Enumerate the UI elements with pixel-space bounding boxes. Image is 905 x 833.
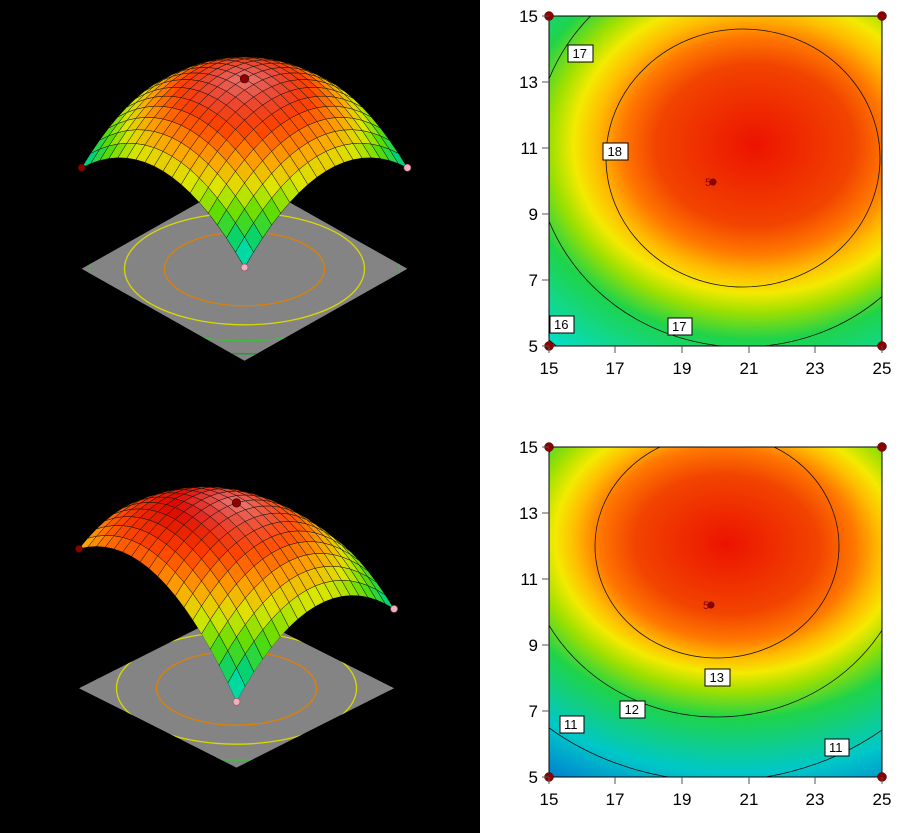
svg-text:15: 15 <box>519 7 538 26</box>
svg-text:11: 11 <box>829 740 843 755</box>
svg-text:5: 5 <box>529 337 538 356</box>
svg-text:21: 21 <box>740 790 759 809</box>
svg-text:11: 11 <box>520 139 538 158</box>
svg-text:23: 23 <box>806 790 825 809</box>
svg-text:23: 23 <box>806 359 825 378</box>
svg-text:13: 13 <box>710 670 724 685</box>
svg-text:5: 5 <box>529 768 538 787</box>
svg-text:17: 17 <box>606 790 625 809</box>
svg-text:9: 9 <box>529 205 538 224</box>
svg-text:25: 25 <box>873 790 892 809</box>
svg-text:12: 12 <box>625 702 639 717</box>
svg-text:13: 13 <box>519 73 538 92</box>
svg-text:17: 17 <box>573 46 587 61</box>
svg-text:7: 7 <box>529 271 538 290</box>
svg-text:25: 25 <box>873 359 892 378</box>
svg-text:17: 17 <box>672 319 686 334</box>
svg-text:9: 9 <box>529 636 538 655</box>
svg-text:11: 11 <box>520 570 538 589</box>
svg-text:15: 15 <box>519 438 538 457</box>
svg-text:15: 15 <box>540 790 559 809</box>
svg-text:15: 15 <box>540 359 559 378</box>
svg-text:7: 7 <box>529 702 538 721</box>
svg-text:21: 21 <box>740 359 759 378</box>
svg-text:16: 16 <box>554 317 568 332</box>
svg-text:17: 17 <box>606 359 625 378</box>
svg-text:19: 19 <box>673 359 692 378</box>
svg-text:18: 18 <box>608 144 622 159</box>
svg-text:13: 13 <box>519 504 538 523</box>
svg-text:11: 11 <box>564 717 578 732</box>
svg-text:19: 19 <box>673 790 692 809</box>
